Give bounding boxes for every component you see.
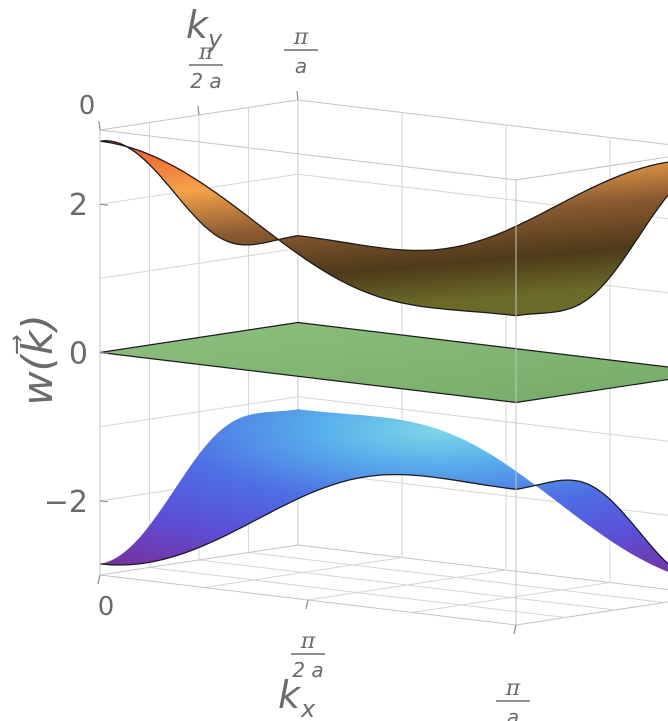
z-tick-mark (99, 351, 109, 355)
x-tick-label: 0 (98, 592, 115, 622)
x-tick-label-frac-den: 2 a (292, 658, 323, 682)
x-axis-title: k x (278, 673, 316, 721)
surfaces (99, 140, 668, 572)
box-edge-front (99, 544, 299, 576)
y-axis-title: k y (186, 3, 223, 53)
lower-band-edge-front (99, 473, 517, 566)
grid-line-floor-v (248, 552, 665, 603)
z-tick-mark (99, 203, 109, 206)
x-tick-label-frac: π 2 a (291, 629, 325, 682)
upper-band-edge-left (99, 140, 299, 246)
x-tick-label-frac: πa (496, 676, 530, 721)
lower-band-surface (100, 409, 668, 572)
z-tick-label: −2 (44, 485, 88, 520)
z-tick-label: 2 (69, 188, 88, 223)
y-axis-title-main: k (186, 3, 210, 47)
z-tick-label: 0 (69, 337, 88, 372)
y-tick-label-frac-num: π (293, 25, 309, 50)
x-tick-mark (305, 599, 309, 610)
y-tick-mark (296, 90, 299, 101)
y-tick-label-frac-den: 2 a (190, 69, 221, 93)
x-tick-label-frac-den: a (507, 705, 519, 721)
upper-band-edge-right (515, 194, 668, 317)
box-edge-back (297, 544, 668, 590)
y-tick-label-frac: π 2 a (189, 40, 223, 93)
flat-band-surface (99, 321, 668, 404)
x-tick-label-frac-num: π (505, 676, 521, 701)
y-tick-mark (197, 105, 200, 116)
y-tick-label-frac-num: π (198, 40, 214, 65)
box-edge-front (99, 129, 517, 181)
grid-line-wall-z (99, 396, 668, 442)
y-tick-label-frac: πa (284, 25, 318, 78)
x-axis-title-main: k (278, 673, 302, 717)
x-axis-title-sub: x (300, 695, 316, 721)
upper-band-edge-back (297, 161, 668, 252)
z-axis-title-text: w(k⃗) (11, 314, 62, 405)
y-tick-mark (98, 120, 101, 131)
lower-band-edge-right (515, 479, 668, 565)
box-edge-back (297, 99, 668, 145)
y-tick-label: 0 (79, 91, 96, 121)
y-tick-label-frac-den: a (295, 54, 307, 78)
upper-band-surface (100, 140, 668, 316)
grid-line-floor-v (198, 559, 616, 611)
box-edge-back (515, 601, 668, 626)
y-axis-title-sub: y (207, 25, 223, 53)
box-edge-back (515, 156, 668, 181)
x-tick-mark (513, 624, 517, 635)
z-axis-title: w(k⃗) (11, 314, 62, 405)
z-tick-mark (99, 500, 109, 503)
x-tick-label-frac-num: π (300, 629, 316, 654)
upper-band-edge-front (99, 140, 517, 317)
grid-line-floor-u (411, 582, 611, 613)
x-tick-mark (97, 574, 101, 585)
